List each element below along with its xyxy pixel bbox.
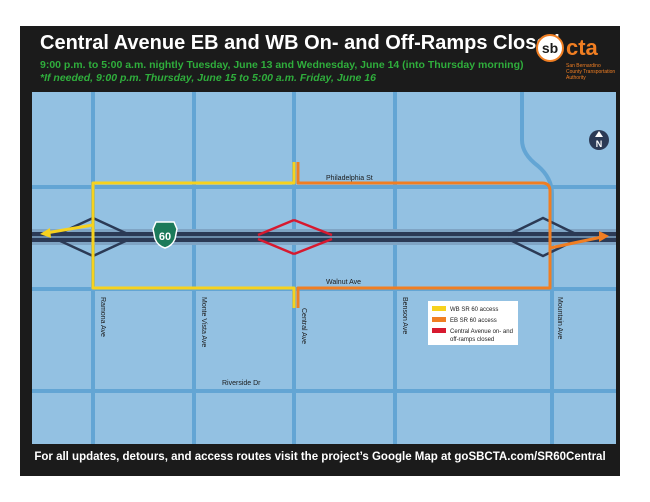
- legend-label-eb: EB SR 60 access: [450, 318, 497, 324]
- street-monte-vista: [192, 92, 196, 444]
- legend-label-closed-1: Central Avenue on- and: [450, 329, 513, 335]
- ramps-closed: [257, 218, 333, 256]
- label-riverside: Riverside Dr: [222, 380, 261, 387]
- sbcta-logo-mark: sb: [536, 34, 564, 62]
- street-mountain: [520, 92, 554, 444]
- eb-access-route: [296, 162, 552, 308]
- sbcta-logo: sb cta San Bernardino County Transportat…: [536, 34, 616, 90]
- label-benson: Benson Ave: [401, 297, 408, 334]
- legend-label-closed-2: off-ramps closed: [450, 337, 494, 343]
- eb-access-connector: [549, 235, 603, 250]
- sbcta-logo-wordmark: cta: [566, 35, 598, 60]
- map-legend: WB SR 60 access EB SR 60 access Central …: [428, 301, 518, 345]
- wb-access-connector: [45, 223, 94, 235]
- legend-label-wb: WB SR 60 access: [450, 307, 498, 313]
- street-philadelphia: [32, 185, 616, 189]
- wb-access-arrowhead: [40, 228, 51, 238]
- sr60-shield-label: 60: [159, 231, 171, 243]
- label-monte-vista: Monte Vista Ave: [200, 297, 207, 347]
- north-label: N: [596, 139, 603, 149]
- legend-swatch-eb: [432, 317, 446, 322]
- street-central: [292, 92, 296, 444]
- north-arrow: N: [589, 130, 609, 150]
- label-central: Central Ave: [300, 308, 307, 344]
- label-philadelphia: Philadelphia St: [326, 175, 373, 182]
- label-mountain: Mountain Ave: [556, 297, 563, 339]
- page-title: Central Avenue EB and WB On- and Off-Ram…: [40, 32, 560, 54]
- sbcta-logo-tagline: San Bernardino County Transportation Aut…: [566, 63, 616, 81]
- schedule-alternate: *If needed, 9:00 p.m. Thursday, June 15 …: [40, 72, 376, 84]
- north-pointer: [595, 131, 603, 137]
- sr60-shield: 60: [152, 221, 178, 249]
- map-background: [32, 92, 616, 444]
- wb-access-route: [91, 162, 296, 308]
- street-labels: Philadelphia St Walnut Ave Riverside Dr …: [99, 175, 563, 387]
- label-ramona: Ramona Ave: [99, 297, 106, 337]
- north-arrow-icon: [589, 130, 609, 150]
- freeway-sr60: [32, 229, 616, 245]
- street-benson: [393, 92, 397, 444]
- street-riverside: [32, 389, 616, 393]
- schedule-primary: 9:00 p.m. to 5:00 a.m. nightly Tuesday, …: [40, 59, 524, 71]
- legend-swatch-closed: [432, 328, 446, 333]
- closed-ramp-central-west: [257, 218, 295, 256]
- closed-ramp-central-east: [293, 218, 333, 256]
- footer-info: For all updates, detours, and access rou…: [34, 451, 606, 463]
- label-walnut: Walnut Ave: [326, 279, 361, 286]
- sr60-shield-icon: [152, 221, 178, 249]
- legend-swatch-wb: [432, 306, 446, 311]
- detour-map: 60 N Philadelphia St Walnut Ave Riversid…: [32, 92, 616, 444]
- eb-access-arrowhead: [599, 231, 609, 242]
